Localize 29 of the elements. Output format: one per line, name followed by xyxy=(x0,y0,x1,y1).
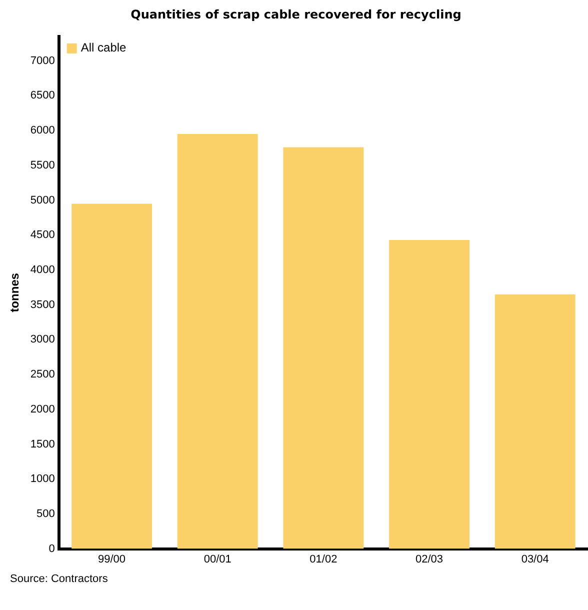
bar xyxy=(494,294,576,549)
x-tick-label: 02/03 xyxy=(415,553,444,566)
x-tick-label: 03/04 xyxy=(521,553,549,566)
y-tick-label: 6500 xyxy=(30,90,55,102)
chart-title: Quantities of scrap cable recovered for recycling xyxy=(130,7,462,22)
y-tick-label: 0 xyxy=(48,542,55,555)
y-tick-label: 500 xyxy=(36,508,55,520)
y-tick-label: 5500 xyxy=(30,159,55,172)
y-tick-label: 7000 xyxy=(30,54,55,67)
y-tick-label: 1000 xyxy=(30,473,55,486)
x-tick-label: 01/02 xyxy=(310,553,338,566)
y-tick-label: 5000 xyxy=(30,194,55,206)
source-note: Source: Contractors xyxy=(10,572,109,587)
bar xyxy=(177,134,258,549)
bar xyxy=(72,204,152,549)
legend-label: All cable xyxy=(80,40,127,55)
y-tick-label: 4000 xyxy=(30,264,55,276)
y-tick-label: 3500 xyxy=(30,298,55,311)
y-tick-label: 3000 xyxy=(30,334,55,346)
y-tick-label: 2500 xyxy=(30,368,55,381)
bar xyxy=(283,147,364,549)
y-axis-title: tonnes xyxy=(8,272,22,312)
y-tick-label: 2000 xyxy=(30,403,55,416)
y-tick-label: 4500 xyxy=(30,229,55,242)
x-tick-label: 99/00 xyxy=(98,553,126,566)
y-tick-label: 1500 xyxy=(30,438,55,450)
y-tick-label: 6000 xyxy=(30,124,55,137)
x-tick-label: 00/01 xyxy=(204,553,232,566)
bar xyxy=(389,240,470,549)
